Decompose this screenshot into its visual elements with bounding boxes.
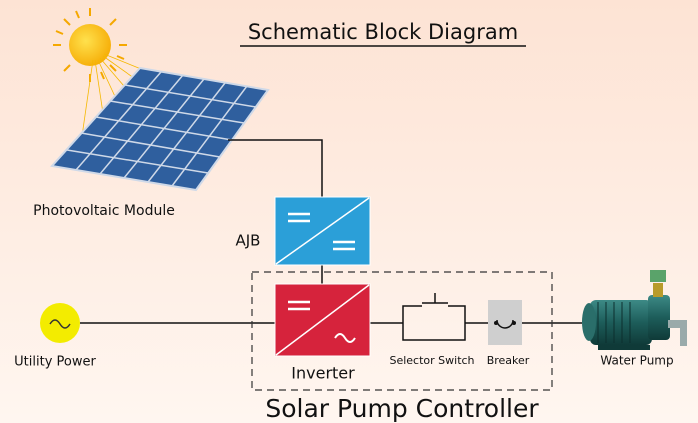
node-label: Water Pump <box>600 354 673 368</box>
node-label: Inverter <box>291 364 355 383</box>
inverter-box <box>274 283 371 357</box>
utility-source <box>40 303 80 343</box>
node-label: AJB <box>236 232 261 250</box>
title: Schematic Block Diagram <box>248 20 518 44</box>
node-label: Utility Power <box>14 355 96 370</box>
wires <box>80 139 582 341</box>
water-pump <box>582 270 687 350</box>
node-label: Photovoltaic Module <box>33 203 175 219</box>
node-label: Breaker <box>487 354 530 367</box>
node-label: Selector Switch <box>389 354 474 367</box>
sun <box>53 8 127 82</box>
breaker <box>488 300 522 345</box>
ajb-box <box>274 196 371 266</box>
solar-panel <box>50 66 270 192</box>
group-label: Solar Pump Controller <box>265 394 539 423</box>
controller-border <box>251 271 553 391</box>
